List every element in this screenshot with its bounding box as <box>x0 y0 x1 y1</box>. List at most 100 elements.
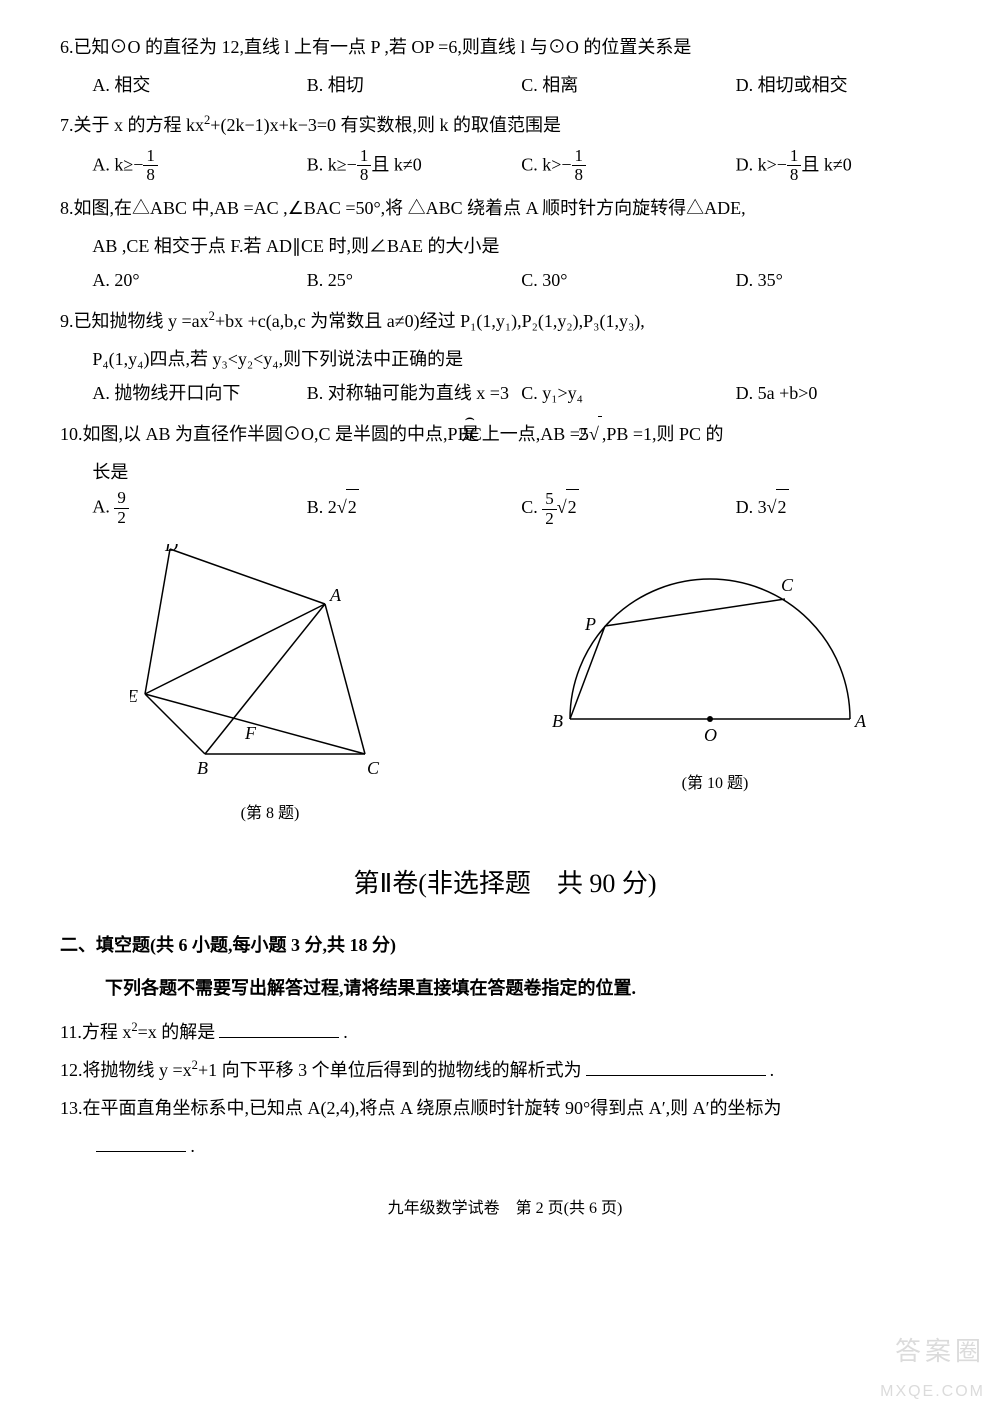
q9-s1a: 9.已知抛物线 y =ax <box>60 311 209 331</box>
q12-blank[interactable] <box>586 1057 766 1076</box>
page-footer: 九年级数学试卷 第 2 页(共 6 页) <box>60 1194 950 1224</box>
svg-text:O: O <box>704 725 717 745</box>
q10-sb: 上一点,AB =5 <box>482 424 589 444</box>
question-13-blank-row: . <box>60 1129 950 1163</box>
q10-d-pre: D. 3 <box>736 497 767 517</box>
q6-opt-b: B. 相切 <box>307 68 521 102</box>
q10-a-d: 2 <box>114 509 129 528</box>
q7-c-label: C. k>− <box>521 154 571 174</box>
q7-d-num: 1 <box>787 147 802 167</box>
svg-text:F: F <box>244 723 257 743</box>
q8-opt-d: D. 35° <box>736 263 950 297</box>
q7-opt-d: D. k>−18且 k≠0 <box>736 147 950 185</box>
q8-stem1: 8.如图,在△ABC 中,AB =AC ,∠BAC =50°,将 △ABC 绕着… <box>60 191 950 225</box>
q10-sa: 10.如图,以 AB 为直径作半圆⊙O,C 是半圆的中点,P 是 <box>60 424 479 444</box>
q9-s1b: +bx +c(a,b,c 为常数且 a≠0)经过 P₁(1,y₁),P₂(1,y… <box>215 311 645 331</box>
q9-opt-b: B. 对称轴可能为直线 x =3 <box>307 376 521 410</box>
figure-10-caption: (第 10 题) <box>550 769 880 799</box>
q8-options: A. 20° B. 25° C. 30° D. 35° <box>60 263 950 297</box>
q7-b-label: B. k≥− <box>307 154 357 174</box>
q7-opt-b: B. k≥−18且 k≠0 <box>307 147 521 185</box>
figure-8: DEBCAF (第 8 题) <box>130 544 410 830</box>
section-2-subtitle: 二、填空题(共 6 小题,每小题 3 分,共 18 分) <box>60 928 950 962</box>
figure-8-svg: DEBCAF <box>130 544 410 784</box>
watermark: 答案圈 MXQE.COM <box>880 1327 985 1407</box>
question-11: 11.方程 x2=x 的解是. <box>60 1015 950 1049</box>
q10-opt-a: A. 92 <box>92 489 306 528</box>
figure-8-caption: (第 8 题) <box>130 799 410 829</box>
question-8: 8.如图,在△ABC 中,AB =AC ,∠BAC =50°,将 △ABC 绕着… <box>60 191 950 298</box>
q11-blank[interactable] <box>219 1019 339 1038</box>
figures-row: DEBCAF (第 8 题) BAOCP (第 10 题) <box>60 544 950 830</box>
q7-opt-a: A. k≥−18 <box>92 147 306 185</box>
q6-stem: 6.已知⊙O 的直径为 12,直线 l 上有一点 P ,若 OP =6,则直线 … <box>60 30 950 64</box>
q7-d-label: D. k>− <box>736 154 787 174</box>
q10-c-sq: 2 <box>566 489 579 524</box>
q9-stem2: P₄(1,y₄)四点,若 y₃<y₂<y₄,则下列说法中正确的是 <box>60 342 950 376</box>
q7-c-den: 8 <box>572 166 587 185</box>
q10-stem2: 长是 <box>60 455 950 489</box>
question-9: 9.已知抛物线 y =ax2+bx +c(a,b,c 为常数且 a≠0)经过 P… <box>60 304 950 411</box>
q8-opt-b: B. 25° <box>307 263 521 297</box>
q7-opt-c: C. k>−18 <box>521 147 735 185</box>
svg-text:P: P <box>584 614 596 634</box>
section-2-title: 第Ⅱ卷(非选择题 共 90 分) <box>60 859 950 908</box>
q10-opt-c: C. 522 <box>521 489 735 528</box>
q9-options: A. 抛物线开口向下 B. 对称轴可能为直线 x =3 C. y₁>y₄ D. … <box>60 376 950 410</box>
svg-text:A: A <box>329 585 342 605</box>
question-12: 12.将抛物线 y =x2+1 向下平移 3 个单位后得到的抛物线的解析式为. <box>60 1053 950 1087</box>
q6-opt-a: A. 相交 <box>92 68 306 102</box>
q12-b: +1 向下平移 3 个单位后得到的抛物线的解析式为 <box>198 1060 582 1080</box>
q8-opt-a: A. 20° <box>92 263 306 297</box>
q11-c: . <box>343 1022 348 1042</box>
watermark-url: MXQE.COM <box>880 1377 985 1407</box>
q10-b-pre: B. 2 <box>307 497 337 517</box>
q7-stem-pre: 7.关于 x 的方程 kx <box>60 115 204 135</box>
svg-text:C: C <box>781 575 794 595</box>
q11-b: =x 的解是 <box>138 1022 216 1042</box>
figure-10-svg: B A O C P <box>550 544 880 754</box>
q7-d-den: 8 <box>787 166 802 185</box>
watermark-text: 答案圈 <box>880 1327 985 1376</box>
svg-text:B: B <box>552 711 563 731</box>
q7-b-den: 8 <box>357 166 372 185</box>
q13-blank[interactable] <box>96 1133 186 1152</box>
svg-text:D: D <box>164 544 178 555</box>
q8-stem2: AB ,CE 相交于点 F.若 AD∥CE 时,则∠BAE 的大小是 <box>60 229 950 263</box>
q9-opt-c: C. y₁>y₄ <box>521 376 735 410</box>
q10-options: A. 92 B. 22 C. 522 D. 32 <box>60 489 950 528</box>
q11-a: 11.方程 x <box>60 1022 131 1042</box>
q7-stem: 7.关于 x 的方程 kx2+(2k−1)x+k−3=0 有实数根,则 k 的取… <box>60 108 950 142</box>
section-2-note: 下列各题不需要写出解答过程,请将结果直接填在答题卷指定的位置. <box>60 971 950 1005</box>
q10-arc: BC <box>479 417 481 451</box>
q10-a-n: 9 <box>114 489 129 509</box>
q10-b-sq: 2 <box>346 489 359 524</box>
q7-a-num: 1 <box>143 147 158 167</box>
q7-stem-mid: +(2k−1)x+k−3=0 有实数根,则 k 的取值范围是 <box>210 115 561 135</box>
q12-a: 12.将抛物线 y =x <box>60 1060 192 1080</box>
q9-stem1: 9.已知抛物线 y =ax2+bx +c(a,b,c 为常数且 a≠0)经过 P… <box>60 304 950 338</box>
svg-text:B: B <box>197 758 208 778</box>
q10-a-pre: A. <box>92 497 114 517</box>
question-10: 10.如图,以 AB 为直径作半圆⊙O,C 是半圆的中点,P 是BC上一点,AB… <box>60 416 950 528</box>
q6-opt-c: C. 相离 <box>521 68 735 102</box>
q13-a: 13.在平面直角坐标系中,已知点 A(2,4),将点 A 绕原点顺时针旋转 90… <box>60 1098 782 1118</box>
q10-sc: ,PB =1,则 PC 的 <box>602 424 724 444</box>
q10-c-pre: C. <box>521 497 542 517</box>
q8-opt-c: C. 30° <box>521 263 735 297</box>
figure-10: B A O C P (第 10 题) <box>550 544 880 830</box>
q10-c-d: 2 <box>542 510 557 529</box>
q9-opt-a: A. 抛物线开口向下 <box>92 376 306 410</box>
q7-d-tail: 且 k≠0 <box>801 154 851 174</box>
q6-opt-d: D. 相切或相交 <box>736 68 950 102</box>
q6-options: A. 相交 B. 相切 C. 相离 D. 相切或相交 <box>60 68 950 102</box>
svg-text:C: C <box>367 758 380 778</box>
svg-text:A: A <box>854 711 867 731</box>
q7-a-den: 8 <box>143 166 158 185</box>
q10-d-sq: 2 <box>776 489 789 524</box>
q10-opt-b: B. 2 2 <box>307 489 521 528</box>
q7-c-num: 1 <box>572 147 587 167</box>
q10-stem1: 10.如图,以 AB 为直径作半圆⊙O,C 是半圆的中点,P 是BC上一点,AB… <box>60 416 950 451</box>
q12-c: . <box>770 1060 775 1080</box>
q10-opt-d: D. 3 2 <box>736 489 950 528</box>
